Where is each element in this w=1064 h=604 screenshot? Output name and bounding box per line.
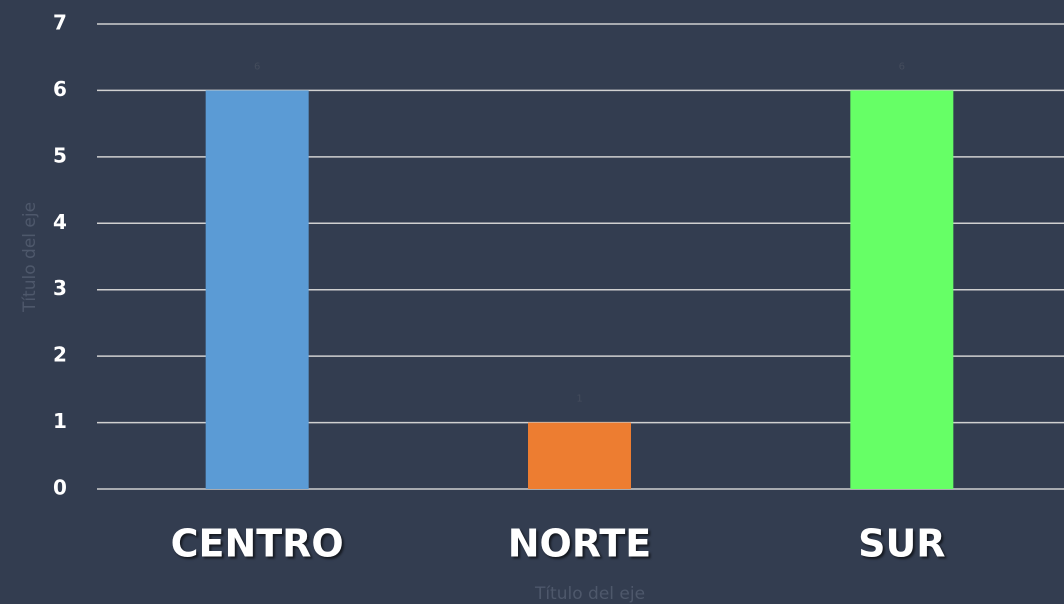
y-tick-label: 3 — [53, 276, 67, 300]
x-tick-label: SUR — [858, 522, 946, 566]
y-tick-label: 6 — [53, 77, 67, 101]
y-tick-label: 4 — [53, 210, 67, 234]
data-label: 6 — [899, 61, 905, 72]
y-tick-label: 2 — [53, 343, 67, 367]
bar — [528, 422, 631, 489]
data-label: 6 — [254, 61, 260, 72]
data-label: 1 — [576, 394, 582, 405]
x-tick-label: CENTRO — [171, 522, 344, 566]
y-tick-label: 7 — [53, 11, 67, 35]
x-tick-label: NORTE — [508, 522, 652, 566]
y-tick-label: 1 — [53, 409, 67, 433]
y-tick-label: 5 — [53, 143, 67, 167]
y-tick-label: 0 — [53, 476, 67, 500]
bar — [850, 90, 954, 489]
bar — [205, 90, 309, 489]
y-axis-title: Título del eje — [20, 202, 40, 313]
x-axis-title: Título del eje — [534, 584, 645, 604]
